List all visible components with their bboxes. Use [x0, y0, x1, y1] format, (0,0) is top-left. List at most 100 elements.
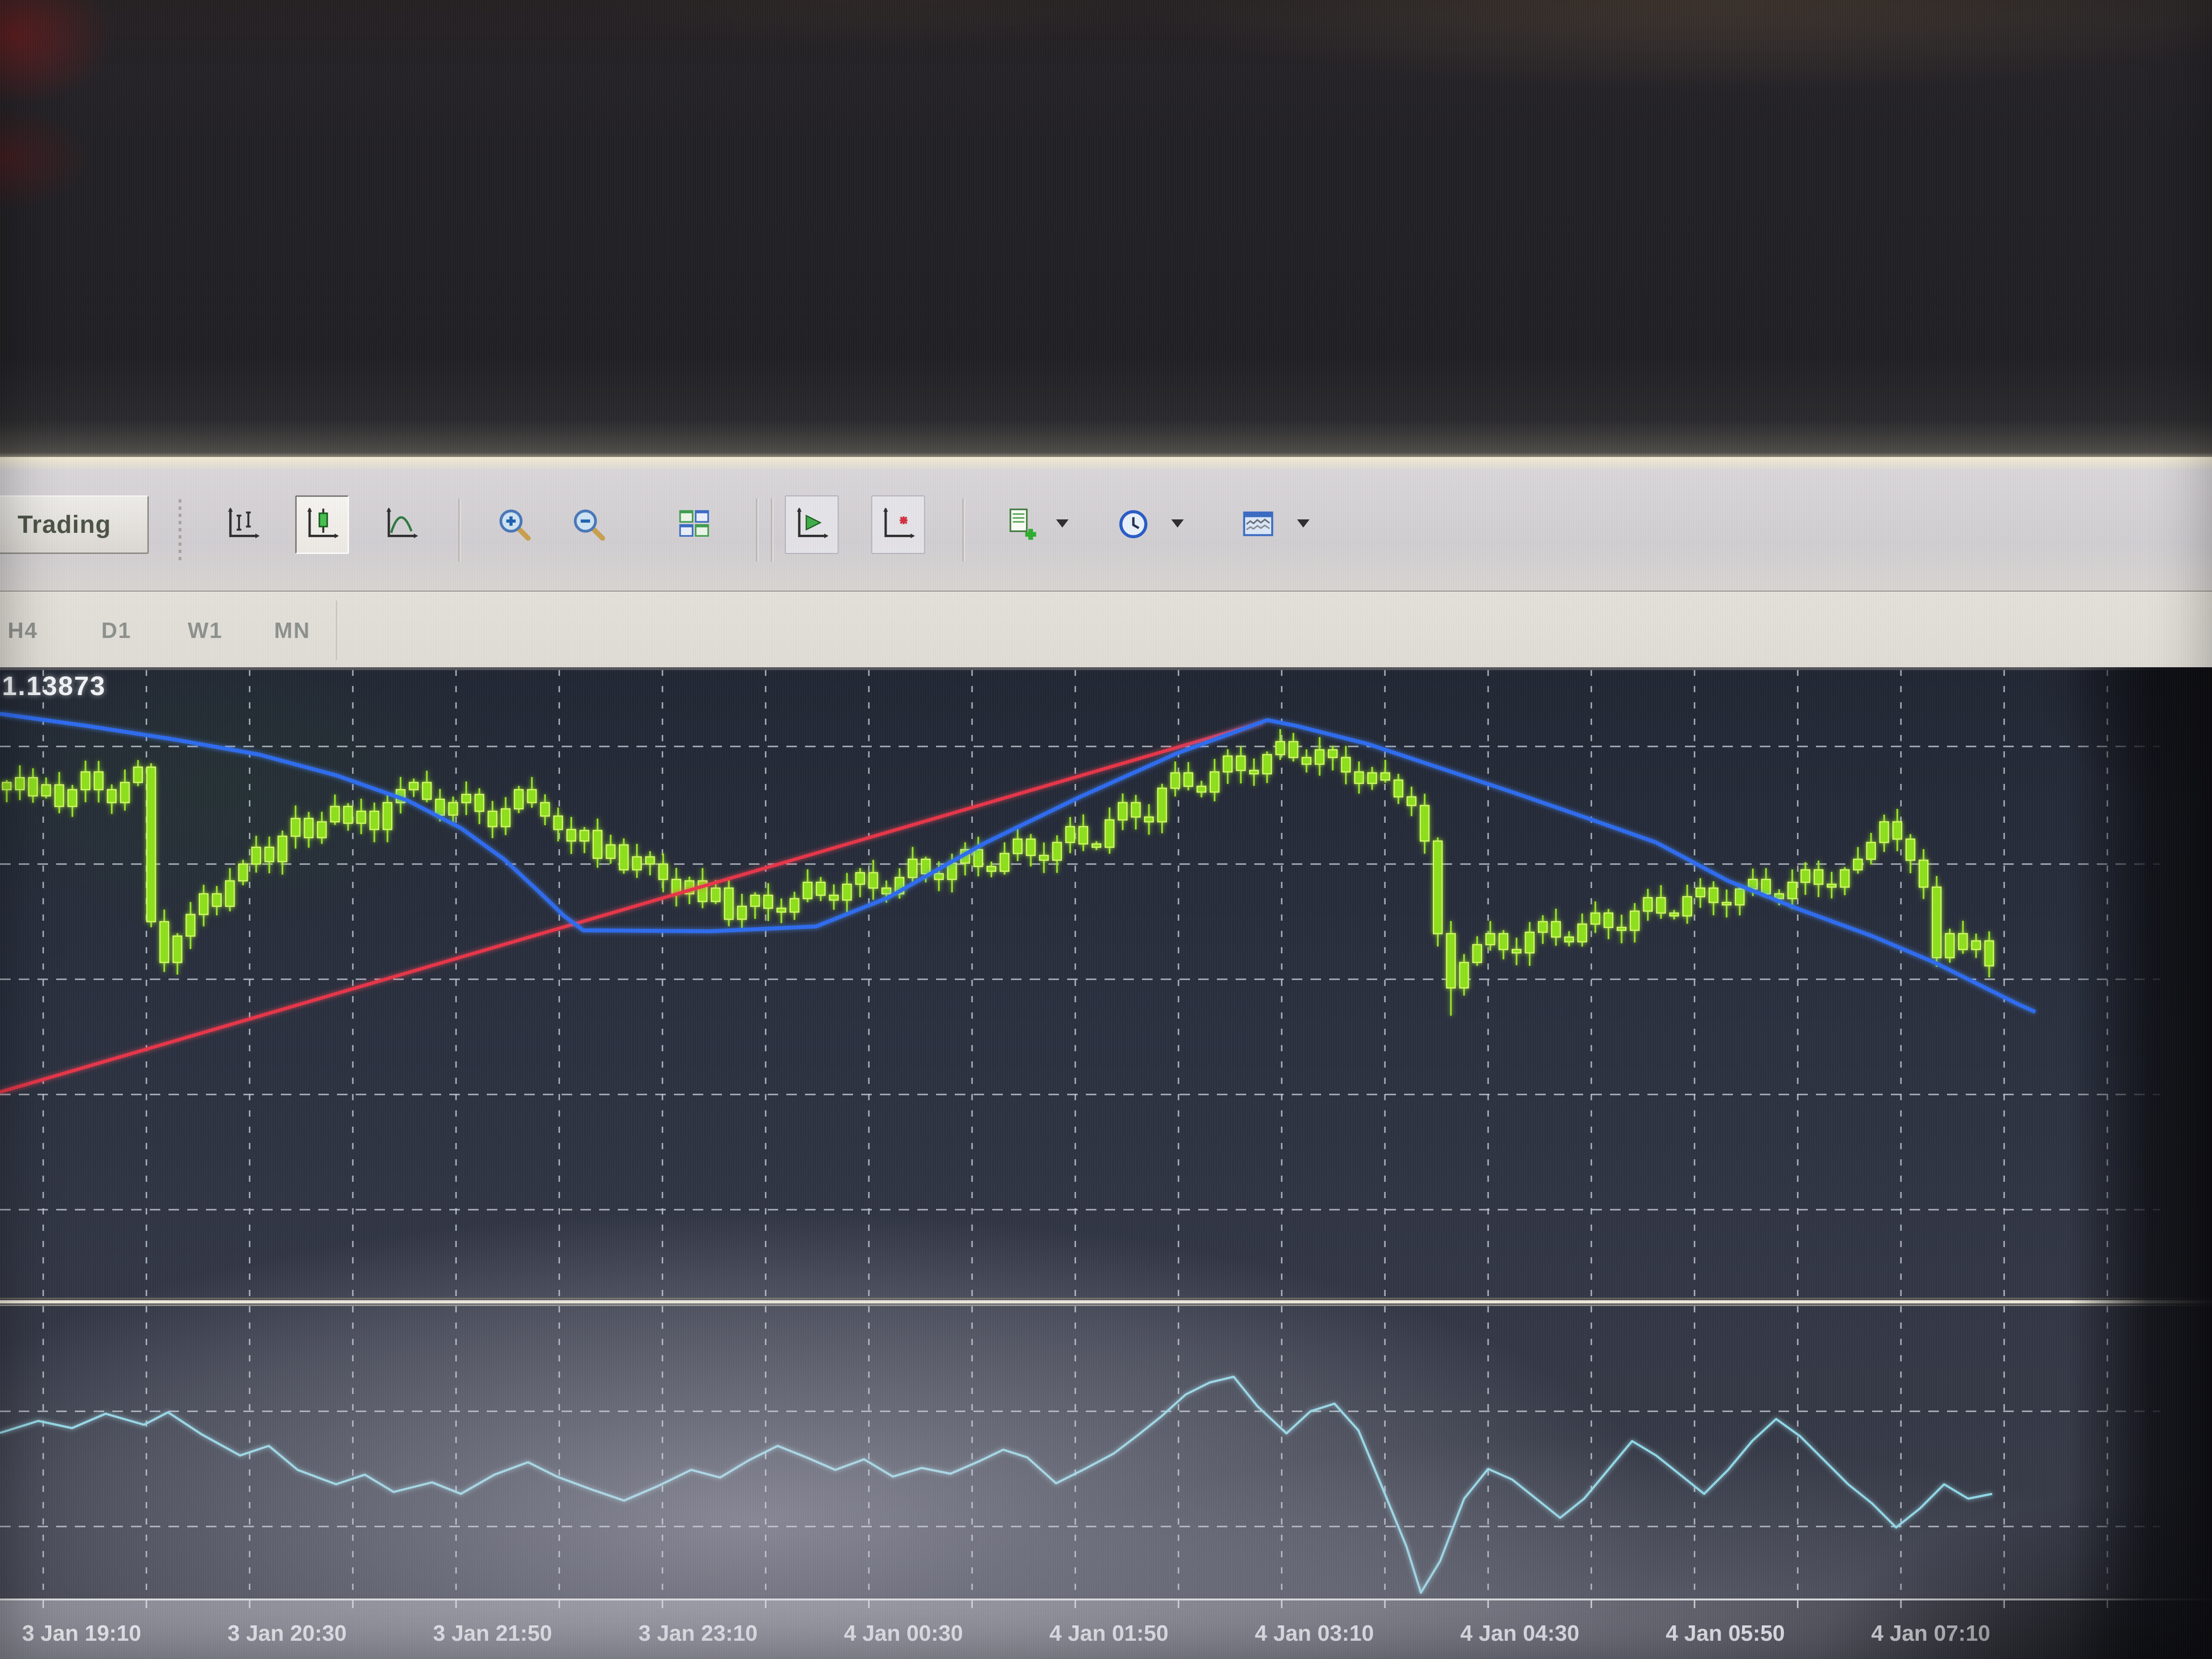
- candle-body: [750, 894, 760, 907]
- candle-body: [28, 777, 38, 797]
- indicators-dropdown-arrow[interactable]: [1056, 519, 1069, 528]
- candle-body: [185, 914, 196, 937]
- candle-body: [1419, 805, 1430, 842]
- tile-windows-button[interactable]: [667, 495, 721, 554]
- auto-scroll-icon: [793, 505, 830, 544]
- candle-body: [382, 802, 393, 830]
- templates-dropdown-arrow[interactable]: [1297, 519, 1310, 528]
- toolbar-grip[interactable]: [179, 499, 181, 561]
- candle-body: [225, 880, 235, 907]
- candle-body: [1603, 912, 1613, 928]
- toolbar-separator: [336, 601, 338, 660]
- candle-body: [1039, 854, 1049, 861]
- candle-body: [356, 810, 366, 824]
- candle-body: [1682, 896, 1693, 917]
- candle-body: [1472, 944, 1482, 963]
- candle-body: [474, 793, 484, 812]
- time-axis-label: 3 Jan 19:10: [22, 1621, 141, 1646]
- time-axis-label: 4 Jan 03:10: [1255, 1621, 1374, 1646]
- toolbar-separator: [756, 498, 758, 562]
- candle-body: [1551, 921, 1561, 938]
- candle-body: [172, 935, 182, 963]
- candle-body: [1932, 886, 1942, 959]
- periods-button[interactable]: [1106, 495, 1160, 554]
- candle-body: [1091, 843, 1102, 848]
- zoom-in-button[interactable]: [487, 495, 541, 554]
- timeframe-h4[interactable]: H4: [5, 592, 41, 669]
- chart-window: 3 Jan 19:10 3 Jan 20:30 3 Jan 21:50 3 Jan 2…: [0, 667, 2212, 1659]
- candle-body: [1223, 755, 1233, 773]
- timeframe-toolbar: H4 D1 W1 MN: [0, 590, 2212, 667]
- candle-body: [107, 789, 117, 804]
- candle-body: [710, 887, 721, 902]
- candle-body: [1341, 757, 1351, 773]
- candle-body: [1538, 921, 1548, 933]
- candle-body: [1026, 838, 1036, 856]
- price-chart: 3 Jan 19:10 3 Jan 20:30 3 Jan 21:50 3 Jan 2…: [0, 670, 2212, 1659]
- candlestick-chart-button[interactable]: [295, 495, 349, 554]
- zoom-out-button[interactable]: [562, 495, 615, 554]
- chart-shift-button[interactable]: [871, 495, 925, 554]
- candle-body: [829, 894, 839, 901]
- candle-body: [435, 798, 445, 816]
- candle-body: [251, 846, 261, 865]
- candle-body: [1485, 933, 1495, 946]
- candle-body: [776, 907, 786, 913]
- candle-body: [1643, 897, 1653, 912]
- auto-scroll-button[interactable]: [785, 495, 839, 554]
- candle-body: [1669, 912, 1679, 917]
- indicators-icon: [1002, 505, 1039, 544]
- candle-body: [1328, 749, 1338, 758]
- candle-body: [605, 844, 616, 859]
- candle-body: [1012, 838, 1023, 854]
- candle-body: [1708, 887, 1719, 903]
- candle-body: [1130, 802, 1141, 818]
- line-chart-button[interactable]: [374, 495, 428, 554]
- trading-button[interactable]: Trading: [0, 495, 149, 554]
- candle-body: [1814, 869, 1824, 885]
- bar-chart-button[interactable]: [216, 495, 270, 554]
- candle-body: [15, 777, 25, 791]
- toolbar-separator: [458, 498, 461, 562]
- candle-body: [816, 881, 826, 896]
- timeframe-w1[interactable]: W1: [185, 592, 226, 669]
- candle-body: [1984, 940, 1995, 967]
- candle-body: [999, 853, 1010, 872]
- candle-body: [54, 784, 64, 807]
- candle-body: [1196, 785, 1207, 793]
- timeframe-d1[interactable]: D1: [98, 592, 134, 669]
- candle-body: [199, 893, 209, 915]
- toolbar-separator: [771, 498, 773, 562]
- candle-body: [461, 793, 471, 804]
- indicators-button[interactable]: [994, 495, 1047, 554]
- candle-body: [553, 815, 563, 830]
- time-axis-label: 3 Jan 20:30: [228, 1621, 347, 1646]
- candle-body: [303, 817, 314, 839]
- window-chrome: Trading: [0, 457, 2212, 667]
- candle-body: [120, 781, 130, 804]
- periods-dropdown-arrow[interactable]: [1171, 519, 1184, 528]
- candle-body: [1249, 769, 1259, 775]
- candle-body: [566, 829, 577, 842]
- candle-body: [1, 781, 12, 791]
- timeframe-mn[interactable]: MN: [271, 592, 313, 669]
- candle-body: [1616, 926, 1627, 931]
- candle-body: [290, 817, 301, 837]
- candle-body: [1446, 933, 1456, 989]
- candle-body: [212, 893, 222, 907]
- line-chart-icon: [383, 505, 420, 544]
- candle-body: [1118, 802, 1128, 821]
- candle-body: [317, 821, 327, 839]
- cyan-indicator-line: [0, 1375, 1993, 1594]
- candle-body: [1800, 869, 1811, 883]
- candle-body: [514, 789, 524, 810]
- candle-body: [1288, 741, 1298, 758]
- templates-button[interactable]: [1231, 495, 1285, 554]
- candle-body: [1065, 826, 1075, 843]
- templates-icon: [1239, 505, 1277, 544]
- candle-body: [1301, 757, 1311, 765]
- candle-body: [159, 921, 169, 963]
- candle-body: [881, 887, 891, 895]
- main-toolbar: Trading: [0, 469, 2212, 590]
